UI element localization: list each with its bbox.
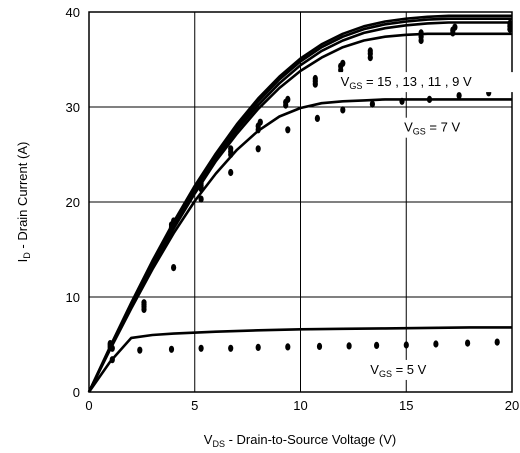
- data-point: [374, 341, 380, 349]
- data-point: [399, 97, 405, 105]
- data-point: [228, 168, 234, 177]
- annotation-layer: VGS = 15 , 13 , 11 , 9 V VGS = 7 V VGS = 5…: [337, 72, 519, 380]
- data-point: [426, 95, 433, 103]
- data-point: [109, 356, 115, 364]
- data-point: [198, 195, 204, 203]
- data-point: [316, 342, 323, 350]
- x-tick-label: 0: [85, 398, 92, 413]
- data-point: [465, 339, 471, 347]
- data-point: [346, 342, 352, 350]
- data-point: [171, 217, 177, 225]
- data-point: [433, 340, 439, 348]
- data-point: [452, 23, 458, 31]
- annotation-ann-vgs-7: VGS = 7 V: [404, 120, 460, 137]
- data-point: [257, 118, 263, 126]
- data-point: [369, 100, 375, 108]
- x-tick-label: 20: [505, 398, 519, 413]
- x-axis-label: VDS - Drain-to-Source Voltage (V): [204, 432, 396, 449]
- curve-line-5: [87, 326, 512, 393]
- y-tick-label: 40: [66, 5, 80, 20]
- data-point: [340, 106, 346, 114]
- annotation-background: [367, 359, 441, 380]
- data-point: [255, 343, 261, 351]
- data-point: [255, 145, 261, 153]
- data-point: [456, 92, 462, 100]
- annotation-ann-vgs-5: VGS = 5 V: [370, 362, 426, 379]
- data-point: [314, 114, 320, 122]
- data-point: [494, 338, 500, 346]
- data-point: [285, 126, 291, 134]
- data-point: [137, 346, 143, 354]
- y-tick-label: 30: [66, 100, 80, 115]
- data-point: [228, 344, 234, 352]
- x-tick-label: 5: [191, 398, 198, 413]
- data-point: [171, 264, 177, 272]
- data-point: [141, 299, 147, 307]
- annotation-background: [337, 72, 519, 93]
- curve-line-4: [87, 98, 512, 393]
- data-point: [285, 343, 291, 351]
- x-tick-label: 15: [399, 398, 413, 413]
- data-point: [367, 47, 373, 55]
- series-layer: [87, 14, 513, 393]
- data-point: [340, 59, 346, 67]
- x-tick-label: 10: [293, 398, 307, 413]
- data-point: [198, 344, 204, 352]
- y-axis-label: ID - Drain Current (A): [15, 142, 32, 263]
- data-point: [312, 74, 318, 83]
- curve-line-3: [87, 32, 512, 393]
- data-point: [418, 29, 424, 37]
- data-point: [168, 345, 175, 353]
- y-tick-label: 10: [66, 290, 80, 305]
- y-tick-label: 0: [73, 385, 80, 400]
- data-point: [141, 305, 147, 313]
- annotation-ann-vgs-high: VGS = 15 , 13 , 11 , 9 V: [341, 74, 472, 91]
- annotation-background: [401, 117, 474, 138]
- tick-labels: 0 5 10 15 20 0 10 20 30 40: [66, 5, 520, 413]
- data-point: [403, 341, 409, 349]
- y-tick-label: 20: [66, 195, 80, 210]
- data-point: [198, 179, 204, 187]
- data-point: [507, 19, 513, 27]
- data-point: [109, 344, 115, 352]
- data-point: [285, 95, 291, 103]
- plot-border: [88, 11, 513, 393]
- data-point: [228, 145, 234, 153]
